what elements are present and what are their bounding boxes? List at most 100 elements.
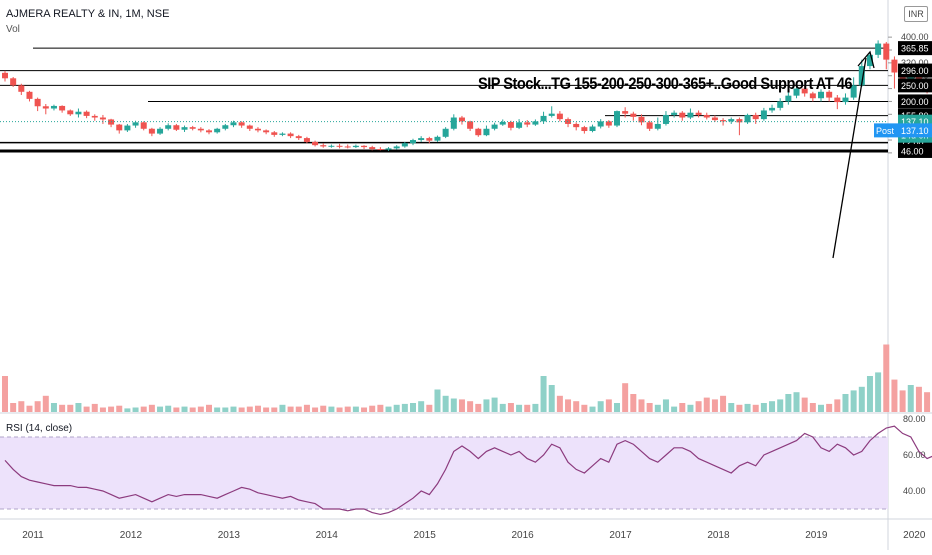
candle-body <box>654 123 661 129</box>
year-tick-label: 2020 <box>903 530 926 541</box>
candle-body <box>736 119 743 123</box>
level-tag-label: 72.00 <box>901 138 924 148</box>
volume-bar <box>336 407 343 412</box>
volume-bar <box>279 404 286 412</box>
candle-body <box>148 128 155 134</box>
volume-bar <box>891 379 898 412</box>
volume-bar <box>10 403 17 412</box>
volume-bar <box>393 404 400 412</box>
volume-bar <box>524 404 531 412</box>
volume-bar <box>491 397 498 412</box>
candle-body <box>622 111 629 114</box>
candle-body <box>646 122 653 129</box>
year-tick-label: 2014 <box>316 530 339 541</box>
post-value-tag <box>898 123 932 138</box>
level-tag-label: 296.00 <box>901 66 929 76</box>
volume-bar <box>42 395 49 412</box>
volume-bar <box>915 386 922 412</box>
volume-bar <box>369 405 376 412</box>
volume-bar <box>18 401 25 412</box>
candle-body <box>173 125 180 130</box>
volume-bar <box>108 406 115 412</box>
year-tick-label: 2011 <box>22 530 44 541</box>
candle-body <box>401 143 408 147</box>
volume-bar <box>573 401 580 412</box>
volume-bar <box>907 385 914 412</box>
volume-bar <box>687 404 694 412</box>
candle-body <box>516 122 523 128</box>
candle-body <box>197 128 204 131</box>
volume-bar <box>99 407 106 412</box>
candle-body <box>91 115 98 118</box>
volume-bar <box>418 401 425 412</box>
candle-body <box>491 124 498 129</box>
candle-body <box>483 128 490 136</box>
candle-body <box>630 113 637 117</box>
volume-bar <box>34 401 41 412</box>
candle-body <box>662 114 669 124</box>
volume-bar <box>858 386 865 412</box>
volume-bar <box>50 403 57 412</box>
volume-bar <box>630 394 637 412</box>
candle-body <box>34 98 41 107</box>
volume-label: Vol <box>6 24 20 35</box>
volume-bar <box>793 392 800 412</box>
candle-body <box>597 121 604 127</box>
volume-bar <box>173 407 180 412</box>
volume-bar <box>614 403 620 412</box>
volume-bar <box>875 372 882 412</box>
level-tag-label: 365.85 <box>901 44 929 54</box>
level-tag-label: 46.00 <box>901 146 924 156</box>
volume-bar <box>67 404 74 412</box>
candle-body <box>809 93 816 99</box>
candle-body <box>614 111 620 126</box>
volume-bar <box>458 399 465 412</box>
candle-body <box>801 88 808 94</box>
price-tick-label: 320.00 <box>901 58 929 68</box>
candle-body <box>2 72 8 79</box>
candle-body <box>189 127 196 129</box>
price-tick-label: 400.00 <box>901 32 929 42</box>
volume-bar <box>467 401 474 412</box>
volume-bar <box>703 397 710 412</box>
candle-body <box>10 78 17 86</box>
candle-body <box>573 123 580 128</box>
candle-body <box>352 145 359 148</box>
candle-body <box>393 146 400 149</box>
candle-body <box>769 107 776 111</box>
volume-bar <box>181 406 188 412</box>
volume-bar <box>662 399 669 412</box>
volume-bar <box>818 404 824 412</box>
candle-body <box>752 114 759 120</box>
level-tag <box>898 143 932 158</box>
candle-body <box>434 136 441 141</box>
candle-body <box>238 122 245 126</box>
volume-bar <box>516 404 523 412</box>
candle-body <box>385 148 392 150</box>
year-tick-label: 2012 <box>120 530 143 541</box>
candle-body <box>214 128 221 133</box>
volume-bar <box>769 401 776 412</box>
candle-body <box>254 128 261 131</box>
volume-bar <box>434 389 441 412</box>
volume-bar <box>295 406 302 412</box>
volume-bar <box>148 404 155 412</box>
volume-bar <box>679 403 686 412</box>
volume-bar <box>720 395 727 412</box>
candle-body <box>99 117 106 120</box>
candle-body <box>720 120 727 122</box>
candle-body <box>157 128 164 134</box>
candle-body <box>328 145 335 147</box>
candle-body <box>295 136 302 139</box>
candle-body <box>344 146 351 148</box>
volume-bar <box>254 405 261 412</box>
target-arrow-head <box>857 50 875 69</box>
volume-bar <box>638 399 645 412</box>
volume-bar <box>589 406 596 412</box>
volume-bar <box>728 403 735 412</box>
currency-button[interactable]: INR <box>904 6 928 22</box>
post-tag-label: Post <box>876 126 895 136</box>
volume-bar <box>809 403 816 412</box>
candle-body <box>695 112 702 115</box>
volume-bar <box>597 401 604 412</box>
